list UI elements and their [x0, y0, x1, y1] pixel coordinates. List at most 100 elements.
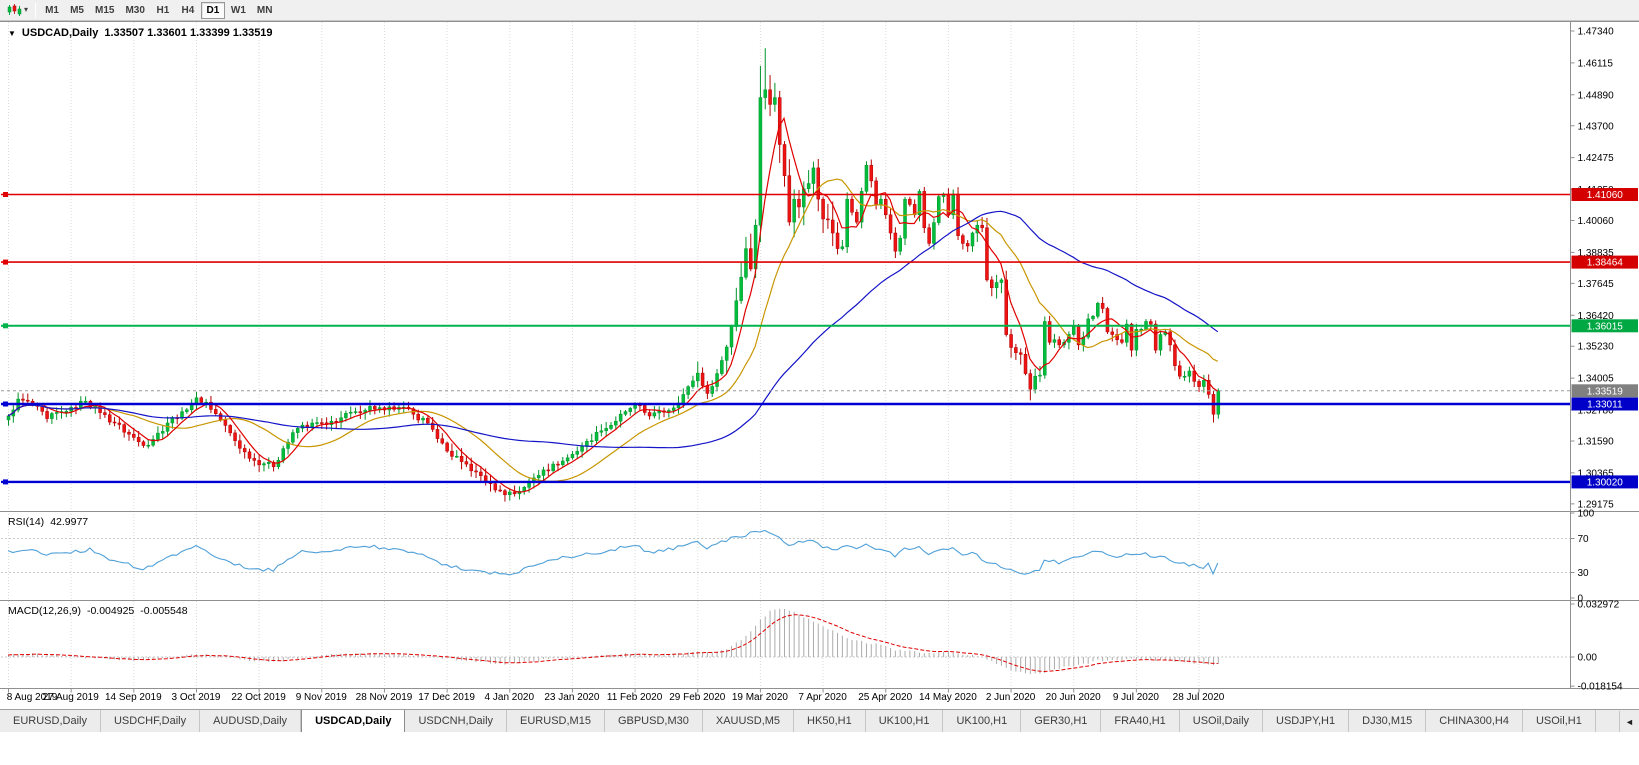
svg-text:29 Feb 2020: 29 Feb 2020 — [669, 692, 726, 703]
svg-text:0.032972: 0.032972 — [1578, 600, 1620, 611]
ma-line-sma-slow — [7, 210, 1219, 449]
rsi-line — [7, 529, 1219, 576]
ma-line-sma-fast — [7, 116, 1219, 493]
tab-hk50-h1[interactable]: HK50,H1 — [794, 710, 866, 732]
svg-text:1.47340: 1.47340 — [1578, 27, 1615, 38]
tab-usdchf-daily[interactable]: USDCHF,Daily — [100, 710, 201, 732]
timeframe-button-d1[interactable]: D1 — [200, 1, 225, 19]
svg-text:1.33011: 1.33011 — [1587, 400, 1623, 411]
svg-text:3 Oct 2019: 3 Oct 2019 — [172, 692, 221, 703]
ma-line-sma-mid — [7, 178, 1219, 482]
svg-text:9 Nov 2019: 9 Nov 2019 — [296, 692, 348, 703]
svg-text:1.34005: 1.34005 — [1578, 374, 1615, 385]
timeframe-buttons: M1 M5 M15 M30 H1 H4 D1 W1 MN — [40, 1, 277, 19]
chart-chrome — [0, 21, 1639, 693]
svg-text:1.46115: 1.46115 — [1578, 58, 1614, 69]
timeframe-button-mn[interactable]: MN — [256, 4, 273, 16]
tab-gbpusd-m30[interactable]: GBPUSD,M30 — [604, 710, 703, 732]
svg-text:23 Jan 2020: 23 Jan 2020 — [544, 692, 599, 703]
bottom-tabbar: EURUSD,Daily USDCHF,Daily AUDUSD,Daily USDC… — [0, 709, 1639, 732]
tab-uk100-h1[interactable]: UK100,H1 — [865, 710, 944, 732]
horizontal-lines-layer[interactable] — [1, 192, 1571, 485]
svg-text:14 Sep 2019: 14 Sep 2019 — [105, 692, 162, 703]
tab-eurusd-m15[interactable]: EURUSD,M15 — [507, 710, 605, 732]
timeframe-button-w1[interactable]: W1 — [230, 4, 246, 16]
price-axis: 1.473401.461151.448901.437001.424751.412… — [1570, 27, 1623, 693]
candles-layer — [6, 48, 1221, 502]
tab-audusd-daily[interactable]: AUDUSD,Daily — [200, 710, 302, 732]
tab-uk100-h1[interactable]: UK100,H1 — [943, 710, 1022, 732]
tab-china300-h4[interactable]: CHINA300,H4 — [1426, 710, 1523, 732]
svg-text:4 Jan 2020: 4 Jan 2020 — [485, 692, 535, 703]
chart-canvas[interactable]: 1.473401.461151.448901.437001.424751.412… — [0, 21, 1639, 709]
svg-text:1.43700: 1.43700 — [1578, 121, 1615, 132]
toolbar-separator — [35, 2, 37, 18]
svg-text:1.30365: 1.30365 — [1578, 468, 1615, 479]
timeframe-button-h1[interactable]: H1 — [156, 4, 170, 16]
svg-text:1.35230: 1.35230 — [1578, 342, 1615, 353]
timeframe-button-h4[interactable]: H4 — [181, 4, 195, 16]
svg-text:0: 0 — [1578, 594, 1584, 605]
svg-text:1.40060: 1.40060 — [1578, 216, 1615, 227]
svg-text:22 Oct 2019: 22 Oct 2019 — [231, 692, 286, 703]
svg-text:14 May 2020: 14 May 2020 — [919, 692, 977, 703]
svg-text:11 Feb 2020: 11 Feb 2020 — [607, 692, 663, 703]
tab-dj30-m15[interactable]: DJ30,M15 — [1349, 710, 1427, 732]
timeframe-button-m5[interactable]: M5 — [70, 4, 84, 16]
svg-text:1.36420: 1.36420 — [1578, 311, 1615, 322]
svg-text:28 Nov 2019: 28 Nov 2019 — [356, 692, 413, 703]
candlestick-chart-icon — [7, 3, 22, 16]
svg-text:1.36015: 1.36015 — [1587, 321, 1624, 332]
tab-usdjpy-h1[interactable]: USDJPY,H1 — [1263, 710, 1350, 732]
svg-text:1.42475: 1.42475 — [1578, 153, 1615, 164]
svg-text:8 Aug 2019: 8 Aug 2019 — [7, 692, 58, 703]
svg-text:27 Aug 2019: 27 Aug 2019 — [43, 692, 100, 703]
top-toolbar: ▾ M1 M5 M15 M30 H1 H4 D1 W1 MN — [0, 0, 1639, 21]
macd-signal-line — [7, 614, 1218, 673]
svg-text:1.29175: 1.29175 — [1578, 499, 1615, 510]
tab-fra40-h1[interactable]: FRA40,H1 — [1101, 710, 1180, 732]
price-tag-1-38464: 1.38464 — [1571, 255, 1638, 269]
svg-text:70: 70 — [1578, 534, 1590, 545]
svg-text:17 Dec 2019: 17 Dec 2019 — [418, 692, 475, 703]
svg-text:100: 100 — [1578, 509, 1595, 520]
svg-text:1.33519: 1.33519 — [1587, 386, 1624, 397]
svg-text:-0.018154: -0.018154 — [1578, 682, 1623, 693]
tab-usdcad-daily[interactable]: USDCAD,Daily — [301, 710, 406, 732]
price-tag-current: 1.33519 — [1571, 384, 1638, 398]
timeframe-button-m1[interactable]: M1 — [45, 4, 59, 16]
svg-text:7 Apr 2020: 7 Apr 2020 — [798, 692, 847, 703]
tab-usoil-h1[interactable]: USOil,H1 — [1522, 710, 1596, 732]
timeframe-button-m30[interactable]: M30 — [125, 4, 145, 16]
svg-text:1.38835: 1.38835 — [1578, 248, 1615, 259]
chart-type-button[interactable]: ▾ — [4, 2, 31, 19]
scroll-left-icon: ◄ — [1625, 716, 1634, 727]
svg-text:19 Mar 2020: 19 Mar 2020 — [732, 692, 789, 703]
grid-layer — [8, 22, 1200, 689]
rsi-panel — [1, 529, 1571, 576]
price-tag-1-33011: 1.33011 — [1571, 397, 1638, 411]
svg-text:9 Jul 2020: 9 Jul 2020 — [1113, 692, 1160, 703]
price-tags: 1.41060 1.38464 1.36015 1.33011 1.30020 1.335… — [1571, 188, 1638, 489]
svg-text:1.41060: 1.41060 — [1587, 190, 1624, 201]
tab-usoil-daily[interactable]: USOil,Daily — [1179, 710, 1264, 732]
tab-xauusd-m5[interactable]: XAUUSD,M5 — [702, 710, 795, 732]
tab-ger30-h1[interactable]: GER30,H1 — [1021, 710, 1102, 732]
svg-text:0.00: 0.00 — [1578, 653, 1598, 664]
symbol-tabs: EURUSD,Daily USDCHF,Daily AUDUSD,Daily USDC… — [0, 710, 1639, 732]
svg-text:28 Jul 2020: 28 Jul 2020 — [1173, 692, 1225, 703]
price-tag-1-41060: 1.41060 — [1571, 188, 1638, 201]
svg-text:2 Jun 2020: 2 Jun 2020 — [986, 692, 1036, 703]
svg-text:1.44890: 1.44890 — [1578, 90, 1615, 101]
chevron-down-icon: ▾ — [24, 5, 29, 14]
svg-text:20 Jun 2020: 20 Jun 2020 — [1046, 692, 1101, 703]
timeframe-button-m15[interactable]: M15 — [95, 4, 115, 16]
chart-window: 1.473401.461151.448901.437001.424751.412… — [0, 21, 1639, 709]
tabs-scroll-left-button[interactable]: ◄ — [1619, 711, 1639, 732]
price-tag-1-36015: 1.36015 — [1571, 319, 1638, 333]
price-tag-1-30020: 1.30020 — [1571, 475, 1638, 489]
tab-eurusd-daily[interactable]: EURUSD,Daily — [0, 710, 101, 732]
tab-usdcnh-daily[interactable]: USDCNH,Daily — [405, 710, 508, 732]
svg-text:25 Apr 2020: 25 Apr 2020 — [858, 692, 912, 703]
